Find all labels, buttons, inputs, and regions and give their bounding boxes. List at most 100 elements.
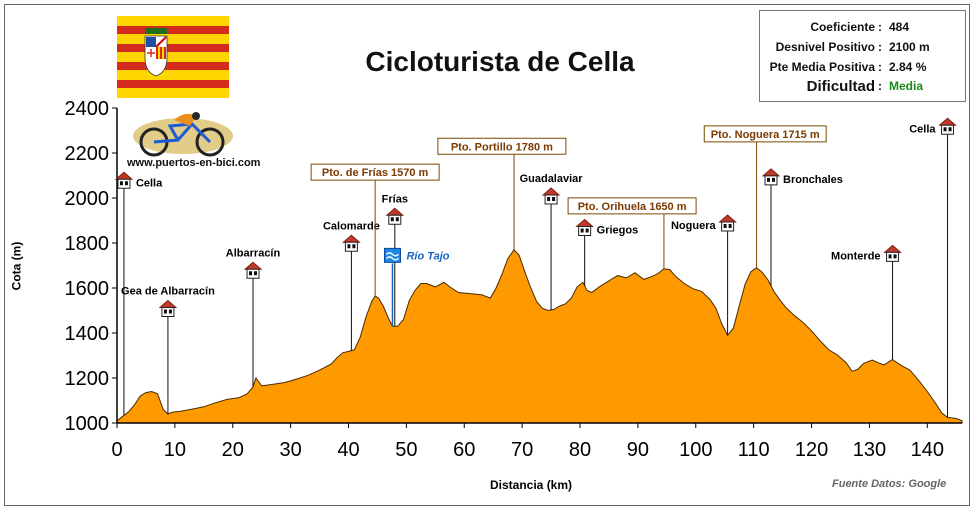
data-source-note: Fuente Datos: Google (832, 478, 947, 490)
elevation-area (116, 249, 963, 424)
house-window (547, 197, 551, 201)
house-window (893, 254, 897, 259)
cyclist-logo-icon (130, 110, 236, 158)
info-row-coeficiente: Coeficiente : 484 (810, 20, 910, 34)
pass-label-box (437, 137, 567, 155)
town-label: Guadalaviar (520, 173, 584, 185)
pass-label: Pto. de Frías 1570 m (322, 167, 429, 179)
house-wall (161, 307, 175, 317)
town-label: Bronchales (783, 174, 843, 186)
river-icon-bg (383, 247, 401, 263)
pass-label-box (567, 197, 697, 215)
house-window (254, 271, 258, 276)
house-wall (764, 175, 778, 186)
house-window (395, 217, 399, 222)
x-tick-label: 80 (569, 439, 591, 461)
town-house-icon (114, 171, 134, 189)
info-row-pendiente: Pte Media Positiva : 2.84 % (769, 60, 927, 74)
x-tick-label: 110 (738, 439, 770, 461)
town-house-icon (243, 261, 263, 279)
chart-title: Cicloturista de Cella (365, 46, 635, 77)
house-window (163, 309, 167, 314)
house-window (352, 244, 356, 249)
town-house-icon (541, 187, 561, 205)
pass-label: Pto. Noguera 1715 m (711, 129, 820, 141)
house-wall (721, 221, 735, 232)
house-roof (114, 171, 134, 180)
house-roof (761, 168, 781, 177)
town-label: Cella (909, 123, 936, 135)
house-window (124, 181, 128, 186)
town-label: Monterde (831, 250, 881, 262)
y-tick-label: 2200 (65, 143, 110, 165)
x-tick-label: 20 (222, 439, 244, 461)
x-axis-label: Distancia (km) (490, 478, 573, 492)
river-icon-waves (386, 252, 399, 261)
house-window (390, 217, 394, 222)
town-house-icon (938, 117, 957, 135)
house-window (943, 127, 947, 132)
town-house-icon (761, 168, 781, 186)
pass-label-box (703, 125, 827, 143)
house-roof (385, 207, 405, 216)
town-label: Gea de Albarracín (121, 286, 215, 298)
house-window (772, 177, 776, 182)
house-window (728, 224, 732, 228)
town-label: Cella (136, 177, 163, 189)
x-tick-label: 140 (911, 439, 944, 461)
info-row-desnivel: Desnivel Positivo : 2100 m (775, 40, 930, 54)
pass-label-box (310, 163, 440, 181)
house-window (888, 254, 892, 259)
y-tick-label: 1800 (65, 233, 110, 255)
y-tick-label: 2000 (65, 188, 110, 210)
house-wall (344, 241, 358, 252)
river-icon (383, 247, 401, 263)
house-window (585, 228, 589, 233)
house-roof (883, 244, 902, 253)
house-roof (158, 299, 178, 308)
info-box: Coeficiente : 484 Desnivel Positivo : 21… (759, 10, 966, 102)
x-tick-label: 100 (679, 439, 712, 461)
house-wall (117, 178, 131, 189)
y-tick-label: 1200 (65, 368, 110, 390)
info-row-dificultad: Dificultad : Media (806, 78, 924, 95)
house-window (580, 228, 584, 233)
difficulty-value: Media (889, 79, 924, 93)
pass-label: Pto. Portillo 1780 m (451, 141, 553, 153)
town-house-icon (718, 214, 737, 232)
house-window (552, 197, 556, 201)
town-house-icon (575, 218, 594, 236)
house-roof (718, 214, 737, 223)
pass-label: Pto. Orihuela 1650 m (578, 201, 687, 213)
x-tick-label: 120 (795, 439, 828, 461)
y-tick-label: 1400 (65, 323, 110, 345)
house-roof (243, 261, 263, 270)
house-window (347, 244, 351, 249)
y-tick-label: 2400 (65, 98, 110, 120)
river-label: Río Tajo (406, 250, 449, 262)
x-tick-label: 0 (111, 439, 122, 461)
house-wall (246, 268, 260, 279)
house-wall (578, 226, 592, 236)
x-tick-label: 10 (164, 439, 186, 461)
house-window (767, 177, 771, 182)
house-roof (541, 187, 561, 196)
x-tick-label: 90 (627, 439, 649, 461)
house-window (948, 127, 952, 132)
website-watermark: www.puertos-en-bici.com (127, 157, 261, 169)
y-tick-label: 1600 (65, 278, 110, 300)
town-label: Albarracín (226, 247, 281, 259)
x-tick-label: 30 (280, 439, 302, 461)
house-roof (575, 218, 594, 227)
house-roof (342, 234, 361, 243)
town-label: Calomarde (323, 220, 380, 232)
house-window (119, 181, 123, 186)
house-window (168, 309, 172, 314)
town-house-icon (158, 299, 178, 317)
house-wall (941, 124, 955, 135)
x-tick-label: 60 (453, 439, 475, 461)
house-window (723, 224, 727, 228)
x-tick-label: 40 (337, 439, 359, 461)
x-tick-label: 130 (853, 439, 886, 461)
